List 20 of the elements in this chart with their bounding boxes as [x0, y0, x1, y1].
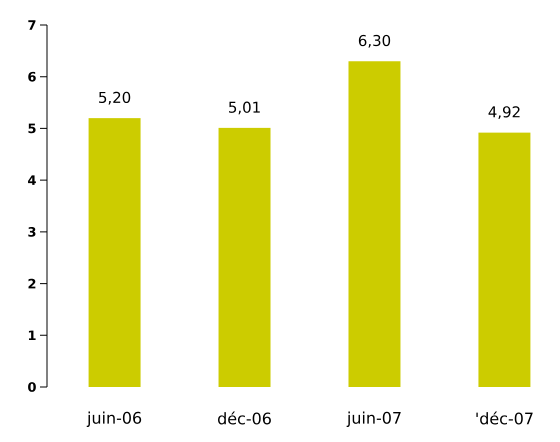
x-tick-label: juin-07: [346, 412, 401, 427]
x-tick-label: déc-06: [218, 412, 271, 424]
y-tick-label: 0: [28, 382, 36, 392]
y-tick-label: 1: [28, 330, 36, 340]
x-tick-label: 'déc-07: [476, 412, 533, 424]
data-label: 6,30: [358, 34, 390, 48]
x-tick-label: juin-06: [86, 412, 142, 427]
y-tick-label: 3: [28, 226, 36, 237]
y-tick-label: 5: [28, 124, 36, 134]
bar: [478, 132, 530, 387]
bar: [348, 61, 400, 387]
data-label: 5,20: [99, 92, 130, 105]
data-label: 5,01: [229, 102, 260, 114]
y-tick-label: 2: [28, 278, 36, 288]
y-tick-label: 6: [28, 72, 36, 82]
bar: [218, 128, 271, 387]
data-label: 4,92: [488, 106, 520, 120]
y-tick-label: 7: [28, 20, 36, 30]
bar: [88, 118, 141, 387]
y-tick-label: 4: [28, 175, 36, 185]
